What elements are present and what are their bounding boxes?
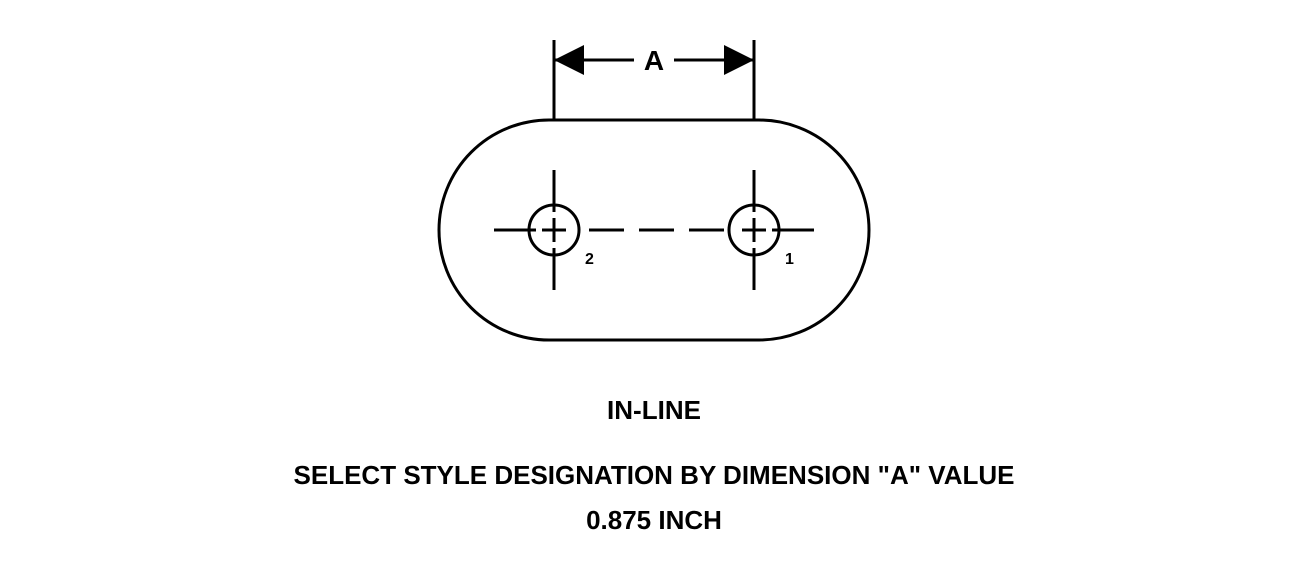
diagram-container: A 2 1 IN-LINE SELECT STYLE DESIGNATION B… xyxy=(0,0,1308,576)
inline-label: IN-LINE xyxy=(607,395,701,426)
dimension-value-label: 0.875 INCH xyxy=(586,505,722,536)
dimension-letter: A xyxy=(644,45,664,76)
hole-2-label: 2 xyxy=(585,251,594,268)
select-designation-label: SELECT STYLE DESIGNATION BY DIMENSION "A… xyxy=(294,460,1015,491)
technical-drawing-svg: A 2 1 xyxy=(404,20,904,380)
hole-1-label: 1 xyxy=(785,251,794,268)
